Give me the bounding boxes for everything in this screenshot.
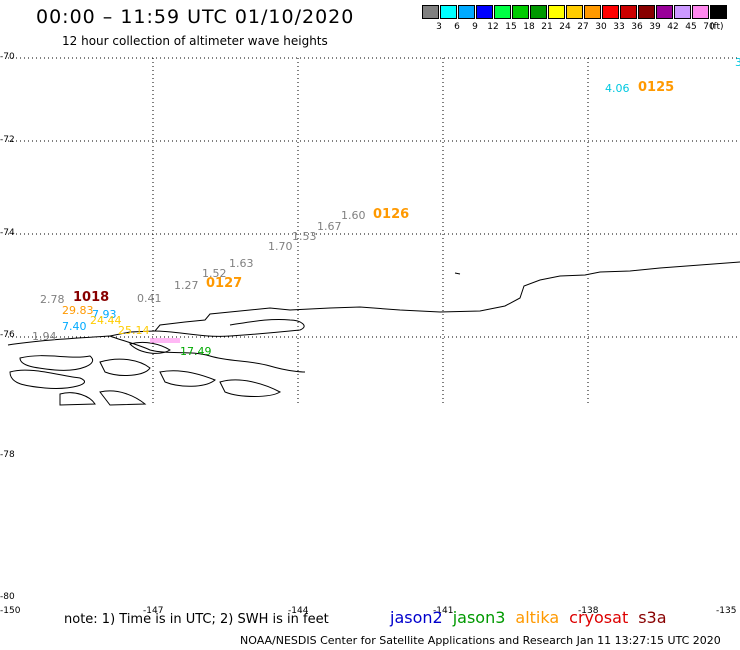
footnote: note: 1) Time is in UTC; 2) SWH is in fe… xyxy=(64,612,329,627)
wave-height-value: 1.27 xyxy=(174,279,199,292)
wave-height-value: 17.49 xyxy=(180,345,212,358)
lat-label: -74 xyxy=(0,228,15,238)
page-title: 00:00 – 11:59 UTC 01/10/2020 xyxy=(36,6,355,28)
coastline-ice-shelf xyxy=(152,319,305,337)
coastline-main xyxy=(109,261,740,337)
color-scale-label: 18 xyxy=(523,22,535,32)
color-swatch xyxy=(548,5,565,19)
color-scale-label: 12 xyxy=(487,22,499,32)
legend-jason2: jason2 xyxy=(390,608,443,627)
color-swatch xyxy=(566,5,583,19)
color-swatch xyxy=(638,5,655,19)
wave-height-value: 1.52 xyxy=(202,267,227,280)
island-7 xyxy=(59,392,96,406)
color-scale-label: 6 xyxy=(454,22,460,32)
color-scale-label: 27 xyxy=(577,22,589,32)
wave-height-value: 1.63 xyxy=(229,257,254,270)
lat-label: -78 xyxy=(0,450,15,460)
wave-height-value: 3 xyxy=(735,56,740,69)
color-scale-label: 15 xyxy=(505,22,517,32)
lon-label: -138 xyxy=(578,606,599,616)
color-swatch xyxy=(674,5,691,19)
wave-height-value: 24.44 xyxy=(90,314,122,327)
lat-label: -72 xyxy=(0,135,15,145)
page-subtitle: 12 hour collection of altimeter wave hei… xyxy=(62,34,328,48)
color-swatch xyxy=(494,5,511,19)
pass-time-label: 0127 xyxy=(206,276,243,291)
island-1 xyxy=(19,355,93,371)
wave-height-value: 25.14 xyxy=(118,324,150,337)
wave-height-value: 1.67 xyxy=(317,220,342,233)
color-swatch xyxy=(584,5,601,19)
color-scale-label: 36 xyxy=(631,22,643,32)
wave-height-value: 29.83 xyxy=(62,304,94,317)
color-scale-label: 3 xyxy=(436,22,442,32)
island-4 xyxy=(159,370,216,387)
color-swatch xyxy=(512,5,529,19)
pass-time-label: 0125 xyxy=(638,80,675,95)
color-scale-unit: (ft) xyxy=(710,22,724,32)
color-scale-label: 33 xyxy=(613,22,625,32)
island-6 xyxy=(99,390,147,406)
color-swatch xyxy=(440,5,457,19)
island-3 xyxy=(99,358,151,376)
color-swatch xyxy=(530,5,547,19)
color-swatch xyxy=(710,5,727,19)
wave-height-value: 1.53 xyxy=(292,230,317,243)
wave-height-value: 7.40 xyxy=(62,320,87,333)
island-5 xyxy=(219,379,282,397)
wave-height-value: 1.70 xyxy=(268,240,293,253)
lon-label: -141 xyxy=(433,606,454,616)
legend-jason3: jason3 xyxy=(452,608,506,627)
credit-line: NOAA/NESDIS Center for Satellite Applica… xyxy=(240,634,721,647)
pass-time-label: 0126 xyxy=(373,207,410,222)
wave-height-value: 1.60 xyxy=(341,209,366,222)
lat-label: -70 xyxy=(0,52,15,62)
color-swatch xyxy=(692,5,709,19)
island-2 xyxy=(9,369,86,389)
color-swatch xyxy=(656,5,673,19)
wave-height-value: 0.41 xyxy=(137,292,162,305)
wave-height-value: 1.94 xyxy=(32,330,57,343)
lon-label: -135 xyxy=(716,606,737,616)
color-scale-label: 30 xyxy=(595,22,607,32)
color-scale-label: 70 xyxy=(703,22,715,32)
island-8 xyxy=(129,341,171,354)
lon-label: -144 xyxy=(288,606,309,616)
color-scale-label: 42 xyxy=(667,22,679,32)
color-scale-label: 9 xyxy=(472,22,478,32)
lat-label: -76 xyxy=(0,330,15,340)
color-scale-label: 24 xyxy=(559,22,571,32)
pass-time-label: 1018 xyxy=(73,290,110,305)
track-highlight xyxy=(150,338,180,343)
color-scale-label: 21 xyxy=(541,22,553,32)
color-swatch xyxy=(458,5,475,19)
coastline xyxy=(7,261,740,406)
color-scale-label: 45 xyxy=(685,22,697,32)
coastline-west xyxy=(7,335,306,373)
color-swatch xyxy=(422,5,439,19)
color-swatch xyxy=(602,5,619,19)
lat-label: -80 xyxy=(0,592,15,602)
wave-height-value: 7.93 xyxy=(92,308,117,321)
wave-height-value: 2.78 xyxy=(40,293,65,306)
color-scale-label: 39 xyxy=(649,22,661,32)
satellite-legend: jason2 jason3 altika cryosat s3a xyxy=(390,608,677,627)
legend-altika: altika xyxy=(515,608,560,627)
color-swatch xyxy=(620,5,637,19)
legend-cryosat: cryosat xyxy=(569,608,629,627)
lon-label: -150 xyxy=(0,606,21,616)
island-9 xyxy=(454,272,461,275)
color-swatch xyxy=(476,5,493,19)
graticule xyxy=(8,57,740,405)
legend-s3a: s3a xyxy=(638,608,667,627)
lon-label: -147 xyxy=(143,606,164,616)
wave-height-value: 4.06 xyxy=(605,82,630,95)
